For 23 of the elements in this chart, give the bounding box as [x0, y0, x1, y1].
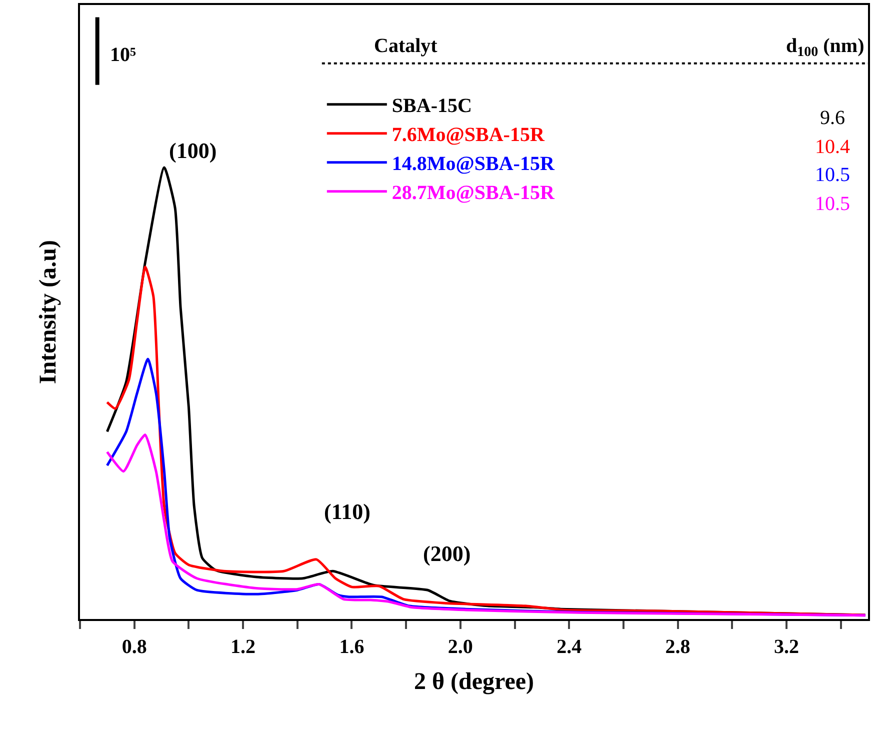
legend-label: 14.8Mo@SBA-15R	[392, 153, 555, 176]
text: (100)	[169, 138, 217, 163]
legend-label: SBA-15C	[392, 95, 472, 118]
legend-label: 7.6Mo@SBA-15R	[392, 124, 545, 146]
annotation: (200)	[423, 541, 471, 566]
x-tick-label: 1.6	[339, 636, 364, 658]
text: 10.4	[815, 136, 850, 158]
x-tick-label: 2.8	[665, 636, 690, 658]
x-axis-title: 2 θ (degree)	[414, 668, 534, 695]
y-axis-title: Intensity (a.u)	[36, 240, 62, 384]
annotation: 10.5	[815, 193, 850, 215]
x-tick-label: 0.8	[122, 636, 147, 658]
text: d$_{100}$ (nm)	[786, 35, 864, 60]
x-tick-label: 1.2	[230, 636, 256, 658]
legend-label: 28.7Mo@SBA-15R	[392, 182, 555, 204]
x-tick-label: 2.4	[556, 636, 582, 658]
legend-title: Catalyt	[374, 35, 438, 57]
annotation: 10.5	[815, 164, 850, 186]
x-tick-label: 2.0	[448, 636, 473, 658]
text: 10⁵	[110, 44, 136, 66]
x-tick-label: 3.2	[774, 636, 799, 658]
annotation: (110)	[324, 499, 370, 524]
text: 9.6	[820, 107, 845, 129]
